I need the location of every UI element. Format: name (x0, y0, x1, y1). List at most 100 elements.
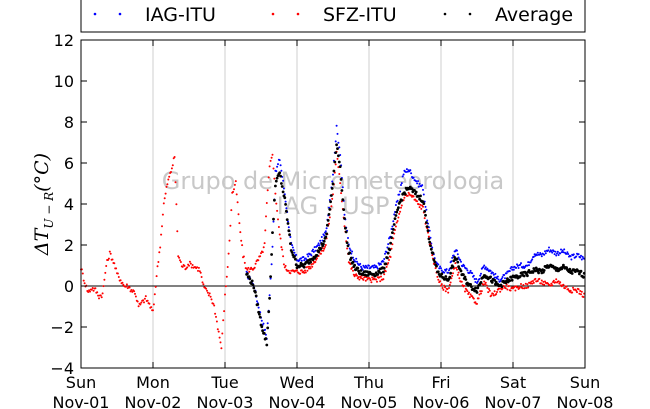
data-point (551, 284, 554, 287)
data-point (399, 210, 402, 213)
data-point (332, 173, 334, 176)
data-point (279, 164, 282, 167)
data-point (320, 236, 323, 238)
legend-marker (271, 12, 275, 16)
data-point (530, 280, 533, 283)
x-tick-label-date: Nov-04 (269, 393, 326, 409)
data-point (437, 278, 440, 281)
data-point (565, 266, 568, 270)
data-point (360, 277, 362, 279)
data-point (417, 185, 420, 188)
data-point (275, 176, 279, 180)
data-point (362, 278, 365, 281)
data-point (273, 177, 276, 180)
data-point (373, 264, 376, 267)
data-point (271, 245, 274, 248)
data-point (264, 328, 267, 331)
data-point (312, 250, 315, 253)
data-point (83, 282, 86, 285)
data-point (342, 208, 346, 212)
data-point (334, 163, 337, 166)
data-point (357, 276, 360, 279)
data-point (512, 266, 514, 269)
data-point (437, 263, 440, 266)
data-point (422, 205, 424, 208)
data-point (392, 223, 396, 226)
data-point (310, 263, 313, 266)
data-point (221, 332, 224, 335)
data-point (422, 193, 425, 196)
data-point (188, 260, 191, 263)
data-point (89, 290, 91, 293)
data-point (257, 259, 260, 262)
data-point (268, 294, 271, 297)
data-point (400, 184, 402, 186)
y-tick-label: 6 (64, 154, 74, 173)
legend-marker (93, 12, 97, 16)
data-point (371, 276, 374, 279)
data-point (547, 249, 550, 252)
data-point (496, 275, 499, 278)
data-point (441, 287, 444, 289)
data-point (559, 252, 562, 255)
data-point (384, 262, 388, 266)
data-point (460, 260, 462, 263)
data-point (131, 290, 134, 293)
data-point (395, 210, 399, 214)
data-point (274, 184, 277, 188)
data-point (258, 315, 262, 319)
data-point (291, 244, 294, 247)
data-point (246, 268, 249, 271)
data-point (449, 281, 452, 284)
data-point (476, 280, 479, 283)
data-point (162, 202, 165, 205)
data-point (121, 281, 124, 284)
y-tick-label: 12 (54, 31, 74, 50)
data-point (565, 252, 568, 255)
data-point (312, 248, 314, 251)
data-point (508, 285, 510, 287)
data-point (340, 192, 343, 195)
data-point (559, 281, 562, 284)
data-point (443, 271, 446, 274)
data-point (272, 167, 275, 170)
data-point (416, 200, 419, 203)
data-point (116, 272, 119, 275)
data-point (486, 267, 489, 270)
data-point (167, 178, 170, 181)
data-point (409, 169, 412, 172)
data-point (165, 185, 168, 188)
data-point (480, 292, 482, 295)
data-point (207, 294, 210, 297)
data-point (516, 286, 519, 289)
data-point (338, 173, 341, 175)
data-point (522, 284, 525, 286)
data-point (254, 290, 257, 294)
data-point (252, 286, 256, 290)
data-point (308, 265, 311, 268)
data-point (316, 244, 319, 247)
data-point (288, 233, 291, 237)
data-point (176, 230, 179, 233)
data-point (456, 260, 460, 264)
data-point (444, 286, 446, 289)
data-point (472, 274, 475, 277)
data-point (531, 271, 535, 274)
data-point (476, 286, 480, 290)
data-point (269, 159, 272, 162)
data-point (464, 290, 466, 293)
data-point (364, 276, 366, 278)
data-point (563, 248, 566, 251)
data-point (238, 222, 241, 225)
data-point (412, 195, 415, 198)
data-point (325, 232, 328, 236)
data-point (420, 207, 423, 210)
data-point (552, 250, 555, 253)
data-point (198, 270, 201, 273)
data-point (424, 213, 427, 217)
data-point (179, 259, 181, 262)
data-point (479, 274, 482, 277)
data-point (125, 285, 127, 288)
data-point (427, 237, 431, 241)
data-point (306, 253, 309, 256)
